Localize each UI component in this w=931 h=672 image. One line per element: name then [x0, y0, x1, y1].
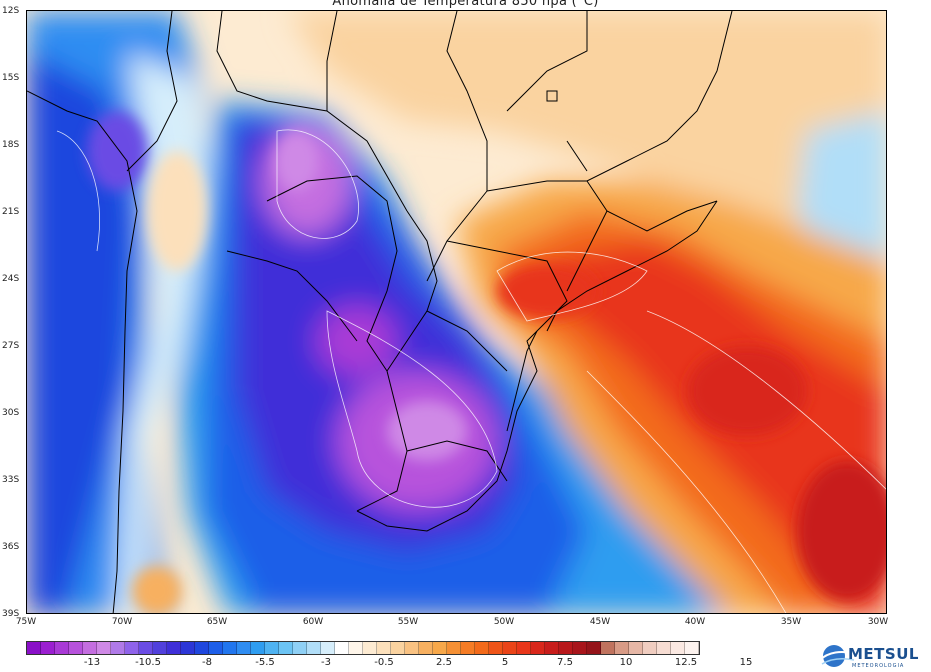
colorbar-cell [405, 642, 419, 654]
lat-label-21s: 21S [2, 207, 20, 217]
lon-label-75w: 75W [15, 617, 37, 627]
lat-label-36s: 36S [2, 542, 20, 552]
colorbar-cell [111, 642, 125, 654]
lat-label-27s: 27S [2, 341, 20, 351]
colorbar-cell [153, 642, 167, 654]
colorbar-label-m13: -13 [83, 657, 101, 668]
colorbar-cell [587, 642, 601, 654]
colorbar-label-5: 5 [501, 657, 509, 668]
colorbar-cell [69, 642, 83, 654]
colorbar-cell [41, 642, 55, 654]
colorbar-cell [671, 642, 685, 654]
lon-label-65w: 65W [206, 617, 228, 627]
colorbar-cell [419, 642, 433, 654]
lon-label-55w: 55W [397, 617, 419, 627]
colorbar-label-2-5: 2.5 [436, 657, 452, 668]
colorbar-cell [503, 642, 517, 654]
colorbar-cell [167, 642, 181, 654]
colorbar-cell [223, 642, 237, 654]
colorbar-cell [685, 642, 699, 654]
lat-label-12s: 12S [2, 6, 20, 16]
lon-label-35w: 35W [780, 617, 802, 627]
colorbar-cell [181, 642, 195, 654]
lat-label-18s: 18S [2, 140, 20, 150]
colorbar-cell [531, 642, 545, 654]
colorbar-cell [657, 642, 671, 654]
colorbar-label-m5-5: -5.5 [255, 657, 275, 668]
lon-label-40w: 40W [684, 617, 706, 627]
colorbar-label-12-5: 12.5 [674, 657, 698, 668]
lon-label-45w: 45W [589, 617, 611, 627]
colorbar-cell [293, 642, 307, 654]
colorbar-cell [573, 642, 587, 654]
colorbar-cell [237, 642, 251, 654]
colorbar-cell [349, 642, 363, 654]
colorbar-cell [461, 642, 475, 654]
colorbar-cell [335, 642, 349, 654]
lat-label-15s: 15S [2, 73, 20, 83]
lat-label-39s: 39S [2, 609, 20, 619]
colorbar-cell [83, 642, 97, 654]
colorbar-cell [629, 642, 643, 654]
colorbar-cell [545, 642, 559, 654]
colorbar-cell [643, 642, 657, 654]
lat-label-24s: 24S [2, 274, 20, 284]
colorbar-cell [279, 642, 293, 654]
colorbar-cell [125, 642, 139, 654]
colorbar-label-m3: -3 [321, 657, 331, 668]
colorbar-label-15: 15 [739, 657, 753, 668]
colorbar-cell [265, 642, 279, 654]
colorbar-cell [209, 642, 223, 654]
colorbar-cell [447, 642, 461, 654]
colorbar-label-m8: -8 [202, 657, 212, 668]
country-borders [27, 11, 733, 613]
colorbar-cell [559, 642, 573, 654]
anomaly-detail-layers [87, 111, 886, 613]
colorbar-cell [377, 642, 391, 654]
colorbar-cell [321, 642, 335, 654]
lon-label-30w: 30W [867, 617, 889, 627]
colorbar-label-7-5: 7.5 [557, 657, 573, 668]
colorbar-cell [27, 642, 41, 654]
anomaly-contours [56, 129, 886, 613]
colorbar-cell [615, 642, 629, 654]
colorbar-label-10: 10 [619, 657, 633, 668]
lon-label-60w: 60W [302, 617, 324, 627]
colorbar-cell [391, 642, 405, 654]
lon-label-70w: 70W [111, 617, 133, 627]
logo-subtitle: METEOROLOGIA [852, 663, 905, 669]
metsul-logo [819, 645, 855, 667]
lat-label-33s: 33S [2, 475, 20, 485]
anomaly-field [27, 11, 886, 613]
colorbar-cell [489, 642, 503, 654]
colorbar [26, 641, 700, 655]
colorbar-label-m10-5: -10.5 [135, 657, 161, 668]
temperature-anomaly-map [26, 10, 887, 614]
colorbar-cell [55, 642, 69, 654]
colorbar-cell [601, 642, 615, 654]
colorbar-cell [307, 642, 321, 654]
colorbar-cell [475, 642, 489, 654]
colorbar-cell [363, 642, 377, 654]
lat-label-30s: 30S [2, 408, 20, 418]
colorbar-cell [517, 642, 531, 654]
map-title: Anomalia de Temperatura 850 hpa (°C) [332, 0, 599, 9]
colorbar-cell [139, 642, 153, 654]
colorbar-cell [251, 642, 265, 654]
logo-name: METSUL [848, 645, 919, 663]
lon-label-50w: 50W [493, 617, 515, 627]
colorbar-label-m0-5: -0.5 [374, 657, 394, 668]
colorbar-cell [433, 642, 447, 654]
colorbar-cell [97, 642, 111, 654]
colorbar-cell [195, 642, 209, 654]
